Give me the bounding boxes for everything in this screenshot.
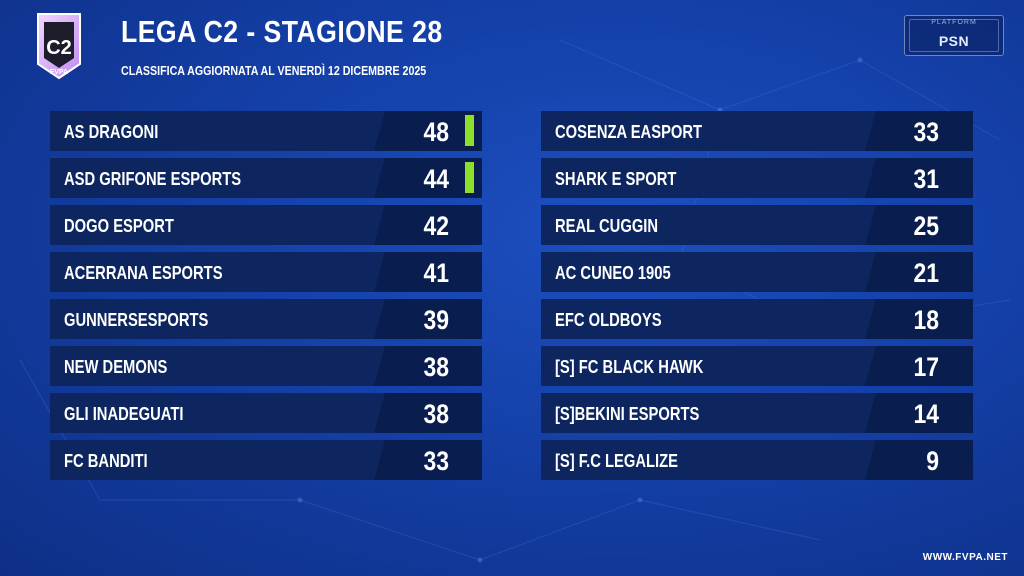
team-name: REAL CUGGIN — [555, 216, 659, 236]
standings-row: SHARK E SPORT 31 — [541, 158, 973, 198]
team-points: 48 — [423, 117, 449, 147]
logo-text: FVPA — [50, 69, 68, 76]
standings-row: DOGO ESPORT 42 — [50, 205, 482, 245]
standings-row: ACERRANA ESPORTS 41 — [50, 252, 482, 292]
team-points: 9 — [926, 446, 939, 476]
standings-row: EFC OLDBOYS 18 — [541, 299, 973, 339]
standings-column-left: AS DRAGONI 48 ASD GRIFONE ESPORTS 44 DOG… — [50, 111, 482, 487]
team-name: SHARK E SPORT — [555, 169, 677, 189]
team-name: [S] FC BLACK HAWK — [555, 357, 704, 377]
logo-mark: C2 — [46, 37, 72, 59]
standings-row: AS DRAGONI 48 — [50, 111, 482, 151]
team-name: COSENZA EASPORT — [555, 122, 703, 142]
team-points: 25 — [913, 211, 939, 241]
team-name: ASD GRIFONE ESPORTS — [64, 169, 242, 189]
team-name: ACERRANA ESPORTS — [64, 263, 223, 283]
team-points: 38 — [423, 399, 449, 429]
team-points: 31 — [913, 164, 939, 194]
team-points: 39 — [423, 305, 449, 335]
platform-label: PLATFORM — [931, 19, 977, 26]
team-points: 21 — [913, 258, 939, 288]
team-name: GUNNERSESPORTS — [64, 310, 209, 330]
standings-row: REAL CUGGIN 25 — [541, 205, 973, 245]
team-points: 42 — [423, 211, 449, 241]
standings-row: GUNNERSESPORTS 39 — [50, 299, 482, 339]
team-points: 18 — [913, 305, 939, 335]
team-points: 38 — [423, 352, 449, 382]
team-name: [S] F.C LEGALIZE — [555, 451, 678, 471]
page-subtitle: CLASSIFICA AGGIORNATA AL VENERDÌ 12 DICE… — [121, 63, 427, 78]
page-title: LEGA C2 - STAGIONE 28 — [121, 14, 443, 49]
team-name: NEW DEMONS — [64, 357, 168, 377]
standings-row: AC CUNEO 1905 21 — [541, 252, 973, 292]
promotion-marker — [465, 162, 474, 193]
standings-row: ASD GRIFONE ESPORTS 44 — [50, 158, 482, 198]
team-points: 41 — [423, 258, 449, 288]
team-points: 33 — [913, 117, 939, 147]
standings-column-right: COSENZA EASPORT 33 SHARK E SPORT 31 REAL… — [541, 111, 973, 487]
standings-row: [S] F.C LEGALIZE 9 — [541, 440, 973, 480]
team-points: 17 — [913, 352, 939, 382]
standings-row: [S]BEKINI ESPORTS 14 — [541, 393, 973, 433]
team-name: DOGO ESPORT — [64, 216, 174, 236]
team-name: [S]BEKINI ESPORTS — [555, 404, 700, 424]
promotion-marker — [465, 115, 474, 146]
standings-row: GLI INADEGUATI 38 — [50, 393, 482, 433]
team-name: AS DRAGONI — [64, 122, 159, 142]
team-points: 14 — [913, 399, 939, 429]
standings-row: [S] FC BLACK HAWK 17 — [541, 346, 973, 386]
standings-row: NEW DEMONS 38 — [50, 346, 482, 386]
league-logo: C2 FVPA — [34, 12, 84, 82]
team-name: FC BANDITI — [64, 451, 148, 471]
platform-badge: PLATFORM PSN — [904, 15, 1004, 56]
standings-row: COSENZA EASPORT 33 — [541, 111, 973, 151]
team-name: EFC OLDBOYS — [555, 310, 662, 330]
standings-row: FC BANDITI 33 — [50, 440, 482, 480]
team-name: AC CUNEO 1905 — [555, 263, 671, 283]
team-points: 33 — [423, 446, 449, 476]
team-points: 44 — [423, 164, 449, 194]
footer-url[interactable]: WWW.FVPA.NET — [922, 552, 1008, 563]
team-name: GLI INADEGUATI — [64, 404, 184, 424]
platform-value: PSN — [938, 33, 970, 49]
